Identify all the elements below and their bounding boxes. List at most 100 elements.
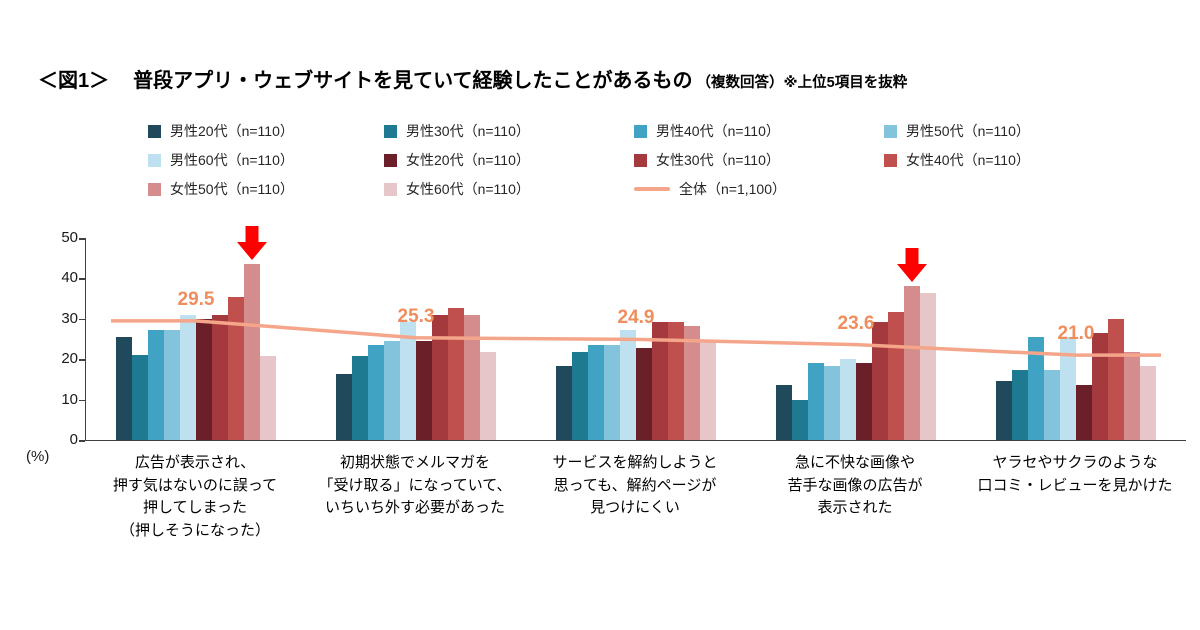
bar [604,344,620,440]
y-axis: 0 10 20 30 40 50 [28,229,78,448]
legend-color-swatch [634,153,647,167]
category-label: 広告が表示され、 押す気はないのに誤って 押してしまった （押しそうになった） [112,454,278,539]
highlight-arrow-icon [237,225,267,260]
y-tick-mark [79,238,85,240]
bar [572,351,588,440]
legend-item: 男性40代（n=110） [634,117,884,145]
bar [148,329,164,440]
bar [432,315,448,440]
bar [336,373,352,440]
legend-color-swatch [148,124,161,138]
bar [824,366,840,440]
legend-label: 女性50代（n=110） [170,181,294,197]
overall-value-label: 23.6 [837,312,875,334]
bar [464,315,480,440]
bar [652,322,668,440]
legend-label: 男性50代（n=110） [906,123,1030,139]
bar [180,315,196,440]
legend: 男性20代（n=110） 男性30代（n=110） 男性40代（n=110） 男性50… [148,117,1144,203]
bar [920,292,936,440]
y-axis-unit: (%) [26,448,50,465]
y-tick-label: 0 [69,431,78,448]
legend-label: 男性60代（n=110） [170,152,294,168]
bar [856,362,872,440]
legend-color-swatch [148,153,161,167]
y-tick-label: 20 [61,350,78,368]
legend-item: 女性40代（n=110） [884,146,1144,174]
legend-color-swatch [634,124,647,138]
legend-color-swatch [384,124,397,138]
bar [700,341,716,440]
figure-number: ＜図1＞ [38,70,110,92]
category-label: ヤラセやサクラのような 口コミ・レビューを見かけた [977,454,1173,494]
bar [132,355,148,440]
bar [196,318,212,440]
legend-color-swatch [384,182,397,196]
legend-label: 女性60代（n=110） [406,181,530,197]
legend-item: 女性60代（n=110） [384,175,634,203]
overall-value-label: 21.0 [1057,323,1095,345]
bar [164,329,180,440]
bar [1124,351,1140,440]
bar [668,322,684,440]
y-tick-label: 10 [61,390,78,408]
bar [904,285,920,440]
bar [888,311,904,440]
bar [1044,370,1060,440]
bar [808,362,824,440]
legend-color-swatch [884,153,897,167]
bar [448,307,464,440]
y-tick-mark [79,318,85,321]
bar [368,344,384,440]
bar [556,366,572,440]
highlight-arrow-icon [897,247,927,282]
legend-item: 全体（n=1,100） [634,175,884,203]
bar [1012,370,1028,440]
legend-line-marker [634,187,670,191]
bar [244,263,260,440]
bar [1060,336,1076,440]
legend-color-swatch [384,153,397,167]
legend-label: 全体（n=1,100） [679,181,786,197]
bar [1108,318,1124,440]
legend-color-swatch [884,124,897,138]
bar [620,329,636,440]
bar [1028,336,1044,440]
overall-value-label: 29.5 [177,288,215,310]
overall-value-label: 24.9 [617,307,655,329]
y-tick-label: 40 [61,269,78,287]
bar [1076,385,1092,440]
legend-item: 男性30代（n=110） [384,117,634,145]
y-tick-mark [79,440,85,442]
category-label: 初期状態でメルマガを 「受け取る」になっていて、 いちいち外す必要があった [318,454,512,516]
y-tick-mark [79,278,85,280]
bar [116,336,132,440]
legend-label: 男性40代（n=110） [656,123,780,139]
chart-area: 0 10 20 30 40 50 29.5 25.3 24.9 23.6 21.0 (%) 広告が… [0,225,1200,539]
chart-title-note: （複数回答）※上位5項目を抜粋 [696,75,908,91]
bar [684,326,700,440]
chart-title: ＜図1＞ 普段アプリ・ウェブサイトを見ていて経験したことがあるもの （複数回答）… [38,64,907,93]
bar [776,385,792,440]
legend-item: 女性50代（n=110） [148,175,384,203]
legend-item: 男性20代（n=110） [148,117,384,145]
legend-label: 女性40代（n=110） [906,152,1030,168]
y-tick-label: 30 [61,309,78,327]
y-tick-mark [79,359,85,361]
bar [996,381,1012,440]
bar [480,351,496,440]
bar [636,348,652,440]
bar [792,399,808,440]
legend-label: 女性20代（n=110） [406,152,530,168]
overall-value-label: 25.3 [397,305,435,327]
x-axis-labels: 広告が表示され、 押す気はないのに誤って 押してしまった （押しそうになった） 初期状態… [85,452,1185,542]
legend-item: 女性30代（n=110） [634,146,884,174]
legend-item: 女性20代（n=110） [384,146,634,174]
bar [872,322,888,440]
bar [416,341,432,440]
category-label: 急に不快な画像や 苦手な画像の広告が 表示された [787,454,923,516]
category-label: サービスを解約しようと 思っても、解約ページが 見つけにくい [552,454,718,516]
legend-color-swatch [148,182,161,196]
chart-title-text: 普段アプリ・ウェブサイトを見ていて経験したことがあるもの [133,70,693,92]
